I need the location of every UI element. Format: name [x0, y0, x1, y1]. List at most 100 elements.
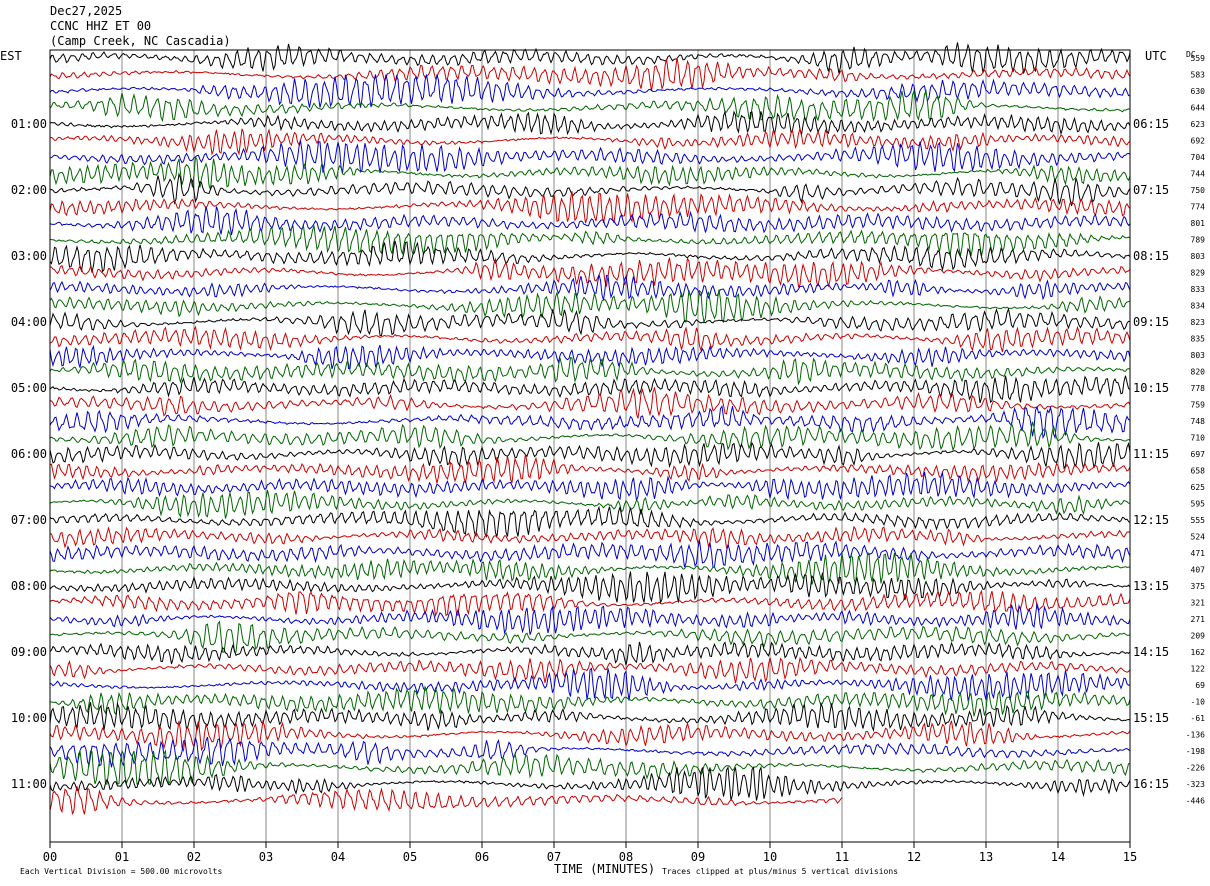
dc-offset-label: 271 — [1191, 615, 1206, 624]
dc-offset-label: 801 — [1191, 219, 1206, 228]
dc-offset-label: 820 — [1191, 368, 1206, 377]
dc-offset-label: 774 — [1191, 203, 1206, 212]
left-hour-label: 01:00 — [11, 117, 47, 131]
dc-offset-label: 803 — [1191, 252, 1206, 261]
trace-row — [49, 620, 1131, 653]
trace-row — [49, 667, 1131, 702]
trace-row — [49, 441, 1131, 470]
trace-row — [49, 765, 1131, 801]
dc-offset-label: 833 — [1191, 285, 1206, 294]
dc-offset-label: 623 — [1191, 120, 1206, 129]
dc-offset-label: -446 — [1186, 797, 1205, 806]
dc-offset-labels: 559 583 630 644 623 692 704 744 750 774 801 789 803 8… — [1186, 54, 1205, 806]
dc-offset-label: 583 — [1191, 71, 1206, 80]
trace-row — [49, 589, 1131, 618]
dc-offset-label: 829 — [1191, 269, 1206, 278]
trace-row — [49, 641, 1131, 666]
x-tick-label: 11 — [835, 850, 849, 864]
trace-row — [49, 325, 1131, 353]
dc-offset-label: 122 — [1191, 665, 1206, 674]
trace-row — [49, 489, 1131, 519]
trace-row — [49, 206, 1131, 236]
dc-offset-label: 630 — [1191, 87, 1206, 96]
trace-row — [49, 344, 1131, 370]
trace-row — [49, 540, 1131, 569]
trace-row — [49, 89, 1131, 123]
left-hour-label: 04:00 — [11, 315, 47, 329]
dc-offset-label: 524 — [1191, 533, 1206, 542]
x-tick-label: 01 — [115, 850, 129, 864]
station-label: CCNC HHZ ET 00 — [50, 19, 152, 33]
trace-row — [49, 525, 1131, 549]
dc-offset-label: 407 — [1191, 566, 1206, 575]
dc-offset-label: 209 — [1191, 632, 1206, 641]
dc-offset-label: 834 — [1191, 302, 1206, 311]
dc-offset-label: 644 — [1191, 104, 1206, 113]
dc-offset-label: 710 — [1191, 434, 1206, 443]
dc-offset-label: -226 — [1186, 764, 1205, 773]
seismic-traces — [49, 42, 1131, 815]
left-hour-labels: 01:00 02:00 03:00 04:00 05:00 06:00 07:00 08:00… — [11, 117, 47, 791]
trace-row — [49, 471, 1131, 501]
trace-row — [49, 356, 1131, 386]
x-tick-label: 09 — [691, 850, 705, 864]
dc-heading: DC — [1186, 50, 1196, 59]
scale-note: Each Vertical Division = 500.00 microvol… — [20, 867, 222, 876]
right-hour-label: 10:15 — [1133, 381, 1169, 395]
trace-row — [49, 719, 1131, 752]
dc-offset-label: 697 — [1191, 450, 1206, 459]
dc-offset-label: 559 — [1191, 54, 1206, 63]
dc-offset-label: 750 — [1191, 186, 1206, 195]
left-hour-label: 11:00 — [11, 777, 47, 791]
location-label: (Camp Creek, NC Cascadia) — [50, 34, 231, 48]
right-hour-label: 09:15 — [1133, 315, 1169, 329]
x-tick-label: 12 — [907, 850, 921, 864]
trace-row — [49, 57, 1131, 92]
x-tick-label: 02 — [187, 850, 201, 864]
right-hour-label: 08:15 — [1133, 249, 1169, 263]
x-tick-label: 10 — [763, 850, 777, 864]
dc-offset-label: 692 — [1191, 137, 1206, 146]
header: Dec27,2025 CCNC HHZ ET 00 (Camp Creek, N… — [50, 4, 231, 49]
left-hour-label: 02:00 — [11, 183, 47, 197]
x-tick-label: 14 — [1051, 850, 1065, 864]
trace-row — [49, 289, 1131, 324]
x-tick-label: 06 — [475, 850, 489, 864]
dc-offset-label: 803 — [1191, 351, 1206, 360]
trace-row — [49, 701, 1131, 733]
dc-offset-label: 375 — [1191, 582, 1206, 591]
right-hour-label: 11:15 — [1133, 447, 1169, 461]
plot-frame — [49, 49, 1131, 843]
trace-row — [49, 685, 1131, 717]
date-label: Dec27,2025 — [50, 4, 123, 18]
trace-row — [49, 453, 1131, 484]
trace-row — [49, 603, 1131, 635]
x-tick-label: 13 — [979, 850, 993, 864]
trace-row — [49, 736, 1131, 768]
left-hour-label: 09:00 — [11, 645, 47, 659]
trace-row — [49, 421, 1131, 452]
dc-offset-label: 321 — [1191, 599, 1206, 608]
x-tick-label: 03 — [259, 850, 273, 864]
dc-offset-label: 789 — [1191, 236, 1206, 245]
dc-offset-label: 658 — [1191, 467, 1206, 476]
dc-offset-label: -136 — [1186, 731, 1205, 740]
trace-row — [49, 786, 843, 815]
trace-row — [49, 405, 1131, 440]
dc-offset-label: 835 — [1191, 335, 1206, 344]
dc-offset-label: 748 — [1191, 417, 1206, 426]
x-tick-label: 15 — [1123, 850, 1137, 864]
dc-offset-label: 759 — [1191, 401, 1206, 410]
x-axis-title: TIME (MINUTES) — [554, 862, 655, 876]
right-hour-label: 16:15 — [1133, 777, 1169, 791]
trace-row — [49, 126, 1131, 156]
clip-note: Traces clipped at plus/minus 5 vertical … — [662, 867, 898, 876]
dc-offset-label: 555 — [1191, 516, 1206, 525]
trace-row — [49, 74, 1131, 108]
dc-offset-label: -323 — [1186, 780, 1205, 789]
dc-offset-label: -198 — [1186, 747, 1205, 756]
left-hour-label: 08:00 — [11, 579, 47, 593]
right-hour-label: 13:15 — [1133, 579, 1169, 593]
trace-row — [49, 274, 1131, 301]
